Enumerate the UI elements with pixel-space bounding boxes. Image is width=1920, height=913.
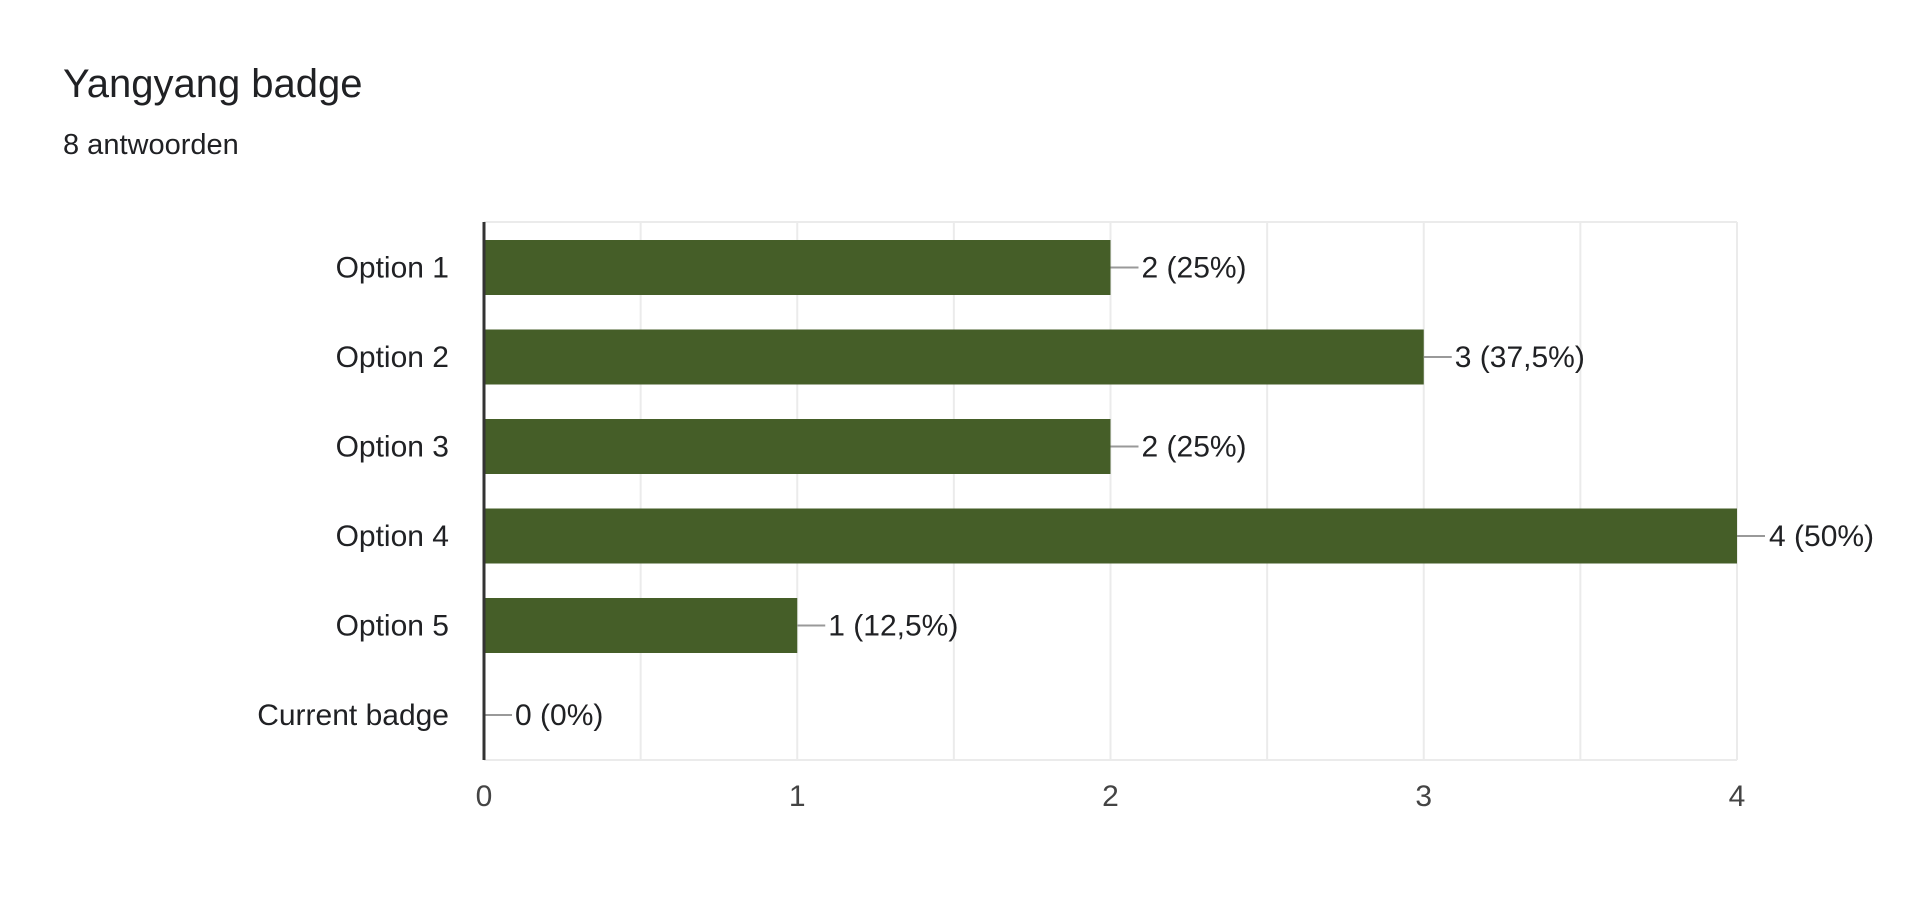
data-labels: 2 (25%) 3 (37,5%) 2 (25%) 4 (50%) 1 (12,5%) 0… (515, 252, 1874, 733)
x-tick-labels: 0 1 2 3 4 (476, 780, 1746, 813)
data-label: 4 (50%) (1769, 520, 1874, 553)
bar (484, 329, 1424, 385)
category-label: Option 3 (336, 431, 449, 464)
bar (484, 240, 1111, 295)
data-label: 0 (0%) (515, 699, 603, 732)
data-label: 2 (25%) (1142, 431, 1247, 464)
bar (484, 419, 1111, 474)
chart-title: Yangyang badge (63, 62, 363, 106)
bar (484, 598, 798, 653)
response-count: 8 antwoorden (63, 129, 239, 161)
x-tick-label: 4 (1729, 780, 1746, 813)
x-tick-label: 3 (1415, 780, 1432, 813)
grid-lines (484, 221, 1738, 761)
data-label: 3 (37,5%) (1455, 341, 1585, 374)
data-label: 2 (25%) (1142, 252, 1247, 285)
data-label: 1 (12,5%) (828, 610, 958, 643)
category-label: Option 2 (336, 341, 449, 374)
category-label: Option 4 (336, 520, 449, 553)
x-tick-label: 1 (789, 780, 806, 813)
category-label: Current badge (257, 699, 449, 732)
category-label: Option 5 (336, 610, 449, 643)
x-tick-label: 0 (476, 780, 493, 813)
x-tick-label: 2 (1102, 780, 1119, 813)
bars (484, 240, 1737, 653)
bar (484, 508, 1737, 564)
category-labels: Option 1 Option 2 Option 3 Option 4 Option 5… (257, 252, 449, 733)
category-label: Option 1 (336, 252, 449, 285)
leader-lines (484, 266, 1765, 716)
